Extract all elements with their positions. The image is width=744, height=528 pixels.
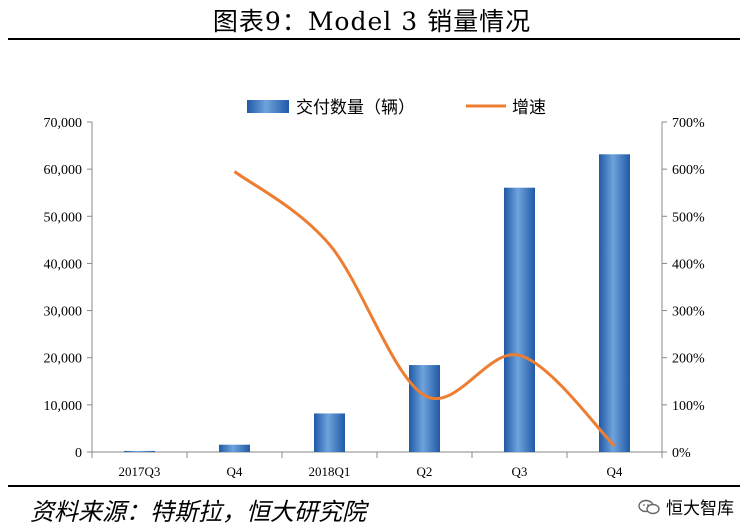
right-tick-label: 700% <box>672 116 705 131</box>
watermark: 恒大智库 <box>638 494 734 519</box>
x-tick-label: Q4 <box>227 464 243 479</box>
footer-rule <box>8 485 740 487</box>
right-tick-label: 600% <box>672 163 705 178</box>
bar <box>504 187 535 452</box>
x-tick-label: Q2 <box>417 464 433 479</box>
wechat-icon <box>638 499 660 514</box>
bar <box>314 413 345 452</box>
source-note: 资料来源：特斯拉，恒大研究院 <box>30 498 366 526</box>
bar <box>409 365 440 452</box>
left-tick-label: 10,000 <box>44 399 83 414</box>
right-tick-label: 200% <box>672 352 705 367</box>
right-tick-label: 0% <box>672 446 691 461</box>
right-tick-label: 100% <box>672 399 705 414</box>
left-tick-label: 60,000 <box>44 163 83 178</box>
right-tick-label: 300% <box>672 305 705 320</box>
left-tick-label: 0 <box>75 446 82 461</box>
title-rule <box>8 38 740 40</box>
left-tick-label: 20,000 <box>44 352 83 367</box>
left-tick-label: 70,000 <box>44 116 83 131</box>
x-tick-label: 2018Q1 <box>309 464 351 479</box>
x-tick-label: Q3 <box>512 464 528 479</box>
left-tick-label: 40,000 <box>44 257 83 272</box>
left-tick-label: 30,000 <box>44 305 83 320</box>
bar <box>219 444 250 452</box>
watermark-label: 恒大智库 <box>666 499 734 519</box>
legend-line-label: 增速 <box>512 98 546 118</box>
bar <box>599 154 630 453</box>
legend-bar-swatch <box>247 100 289 113</box>
right-tick-label: 500% <box>672 210 705 225</box>
x-tick-label: 2017Q3 <box>119 464 161 479</box>
right-tick-label: 400% <box>672 257 705 272</box>
left-tick-label: 50,000 <box>44 210 83 225</box>
x-tick-label: Q4 <box>607 464 623 479</box>
growth-line <box>233 170 616 447</box>
chart-title: 图表9：Model 3 销量情况 <box>212 7 532 36</box>
bar <box>124 450 155 452</box>
legend-bar-label: 交付数量（辆） <box>296 98 415 118</box>
